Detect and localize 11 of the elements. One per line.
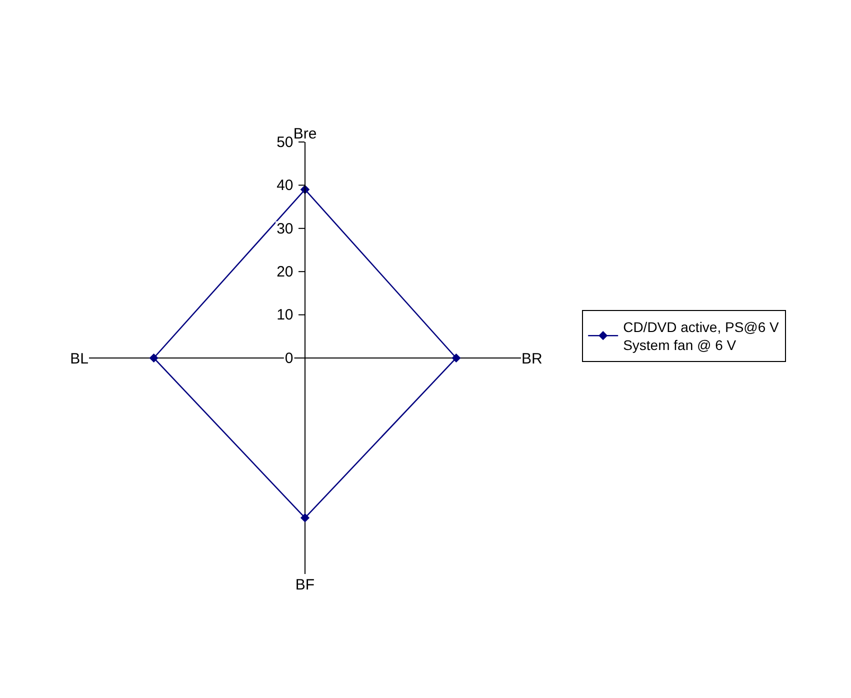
spoke-label: BL	[70, 350, 88, 368]
y-tick-label: 10	[276, 306, 294, 324]
spoke-label: Bre	[293, 126, 317, 142]
y-tick-label: 0	[284, 350, 294, 367]
spoke-label: BF	[295, 576, 315, 594]
y-tick-label: 40	[276, 177, 294, 194]
spoke-label: BR	[522, 350, 543, 368]
y-tick-label: 20	[276, 263, 294, 280]
y-tick-label: 50	[276, 134, 294, 151]
y-tick-label: 30	[276, 220, 294, 238]
legend-label: CD/DVD active, PS@6 V System fan @ 6 V	[623, 318, 780, 354]
